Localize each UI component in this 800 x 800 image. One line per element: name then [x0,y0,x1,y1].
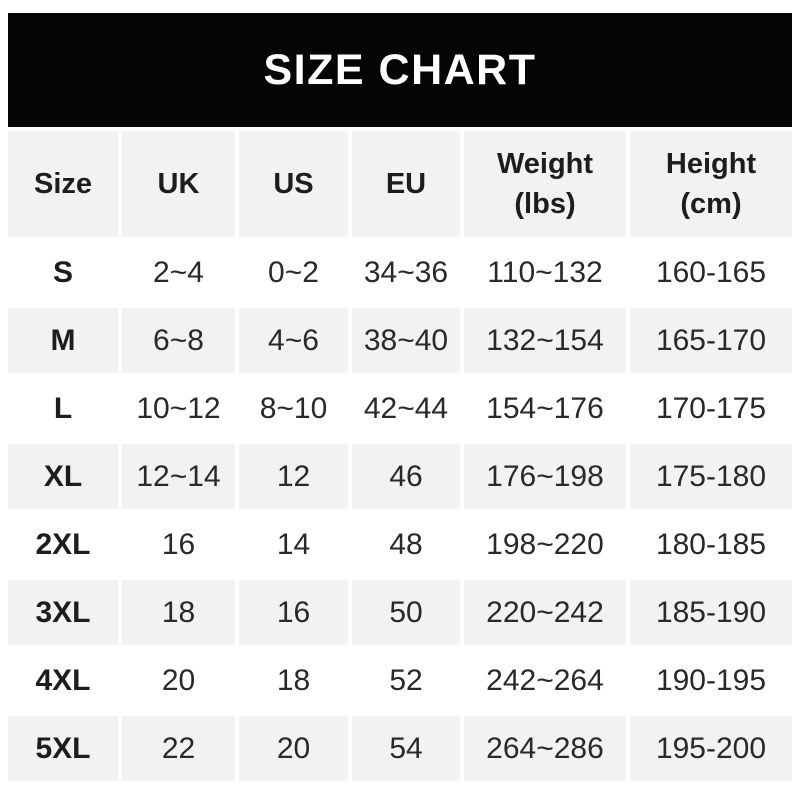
size-cell: S [8,240,118,305]
size-cell: L [8,376,118,441]
eu-cell: 48 [352,512,460,577]
col-header-label: US [273,167,314,200]
eu-cell: 46 [352,444,460,509]
col-header-eu: EU [352,131,460,237]
eu-cell: 42~44 [352,376,460,441]
col-header-unit: (cm) [680,188,742,220]
weight-cell: 242~264 [464,648,626,713]
height-cell: 180-185 [630,512,792,577]
eu-cell: 50 [352,580,460,645]
page-title: SIZE CHART [263,45,537,94]
us-cell: 16 [239,580,348,645]
uk-cell: 6~8 [122,308,235,373]
col-header-uk: UK [122,131,235,237]
height-cell: 175-180 [630,444,792,509]
eu-cell: 52 [352,648,460,713]
banner: SIZE CHART [8,13,792,127]
weight-cell: 110~132 [464,240,626,305]
weight-cell: 132~154 [464,308,626,373]
col-header-label: Size [33,167,93,200]
height-cell: 170-175 [630,376,792,441]
col-header-us: US [239,131,348,237]
uk-cell: 18 [122,580,235,645]
height-cell: 190-195 [630,648,792,713]
height-cell: 160-165 [630,240,792,305]
height-cell: 195-200 [630,716,792,781]
uk-cell: 22 [122,716,235,781]
uk-cell: 10~12 [122,376,235,441]
col-header-label: EU [385,167,427,200]
us-cell: 14 [239,512,348,577]
size-cell: M [8,308,118,373]
height-cell: 185-190 [630,580,792,645]
col-header-label: Weight [496,147,594,180]
col-header-size: Size [8,131,118,237]
height-cell: 165-170 [630,308,792,373]
eu-cell: 34~36 [352,240,460,305]
weight-cell: 264~286 [464,716,626,781]
col-header-label: Height [665,147,757,180]
size-cell: 2XL [8,512,118,577]
us-cell: 20 [239,716,348,781]
uk-cell: 12~14 [122,444,235,509]
us-cell: 18 [239,648,348,713]
weight-cell: 154~176 [464,376,626,441]
uk-cell: 2~4 [122,240,235,305]
weight-cell: 198~220 [464,512,626,577]
col-header-label: UK [157,167,200,200]
size-cell: 5XL [8,716,118,781]
size-cell: XL [8,444,118,509]
eu-cell: 38~40 [352,308,460,373]
us-cell: 4~6 [239,308,348,373]
uk-cell: 16 [122,512,235,577]
weight-cell: 176~198 [464,444,626,509]
weight-cell: 220~242 [464,580,626,645]
size-cell: 3XL [8,580,118,645]
us-cell: 12 [239,444,348,509]
eu-cell: 54 [352,716,460,781]
size-cell: 4XL [8,648,118,713]
col-header-weight: Weight (lbs) [464,131,626,237]
us-cell: 8~10 [239,376,348,441]
size-table: Size UK US EU Weight (lbs) Height (cm) S 2… [8,131,792,781]
us-cell: 0~2 [239,240,348,305]
uk-cell: 20 [122,648,235,713]
col-header-height: Height (cm) [630,131,792,237]
col-header-unit: (lbs) [514,188,576,220]
